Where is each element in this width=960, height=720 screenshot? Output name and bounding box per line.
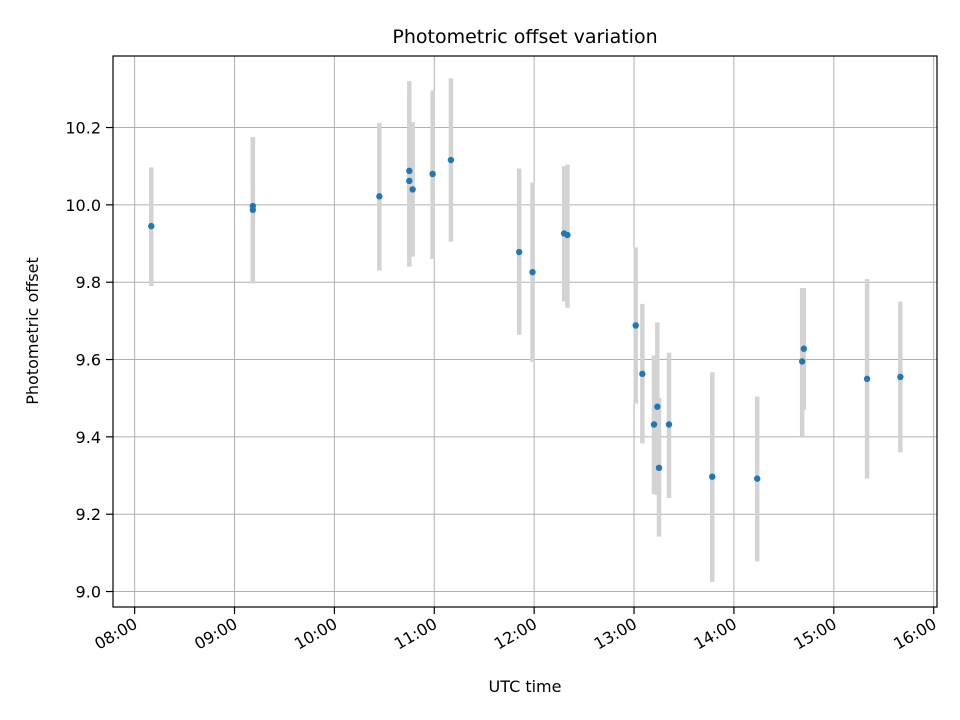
data-points	[148, 156, 904, 482]
plot-frame	[112, 55, 938, 608]
y-tick-label: 9.4	[76, 428, 101, 447]
data-point	[665, 421, 673, 428]
data-point	[655, 464, 663, 471]
grid	[113, 56, 937, 607]
y-tick-label: 9.6	[76, 351, 101, 370]
chart-title: Photometric offset variation	[392, 26, 657, 48]
data-point	[632, 322, 639, 329]
data-point	[639, 370, 646, 378]
data-point	[863, 375, 871, 383]
data-point	[376, 193, 383, 200]
data-point	[800, 345, 808, 352]
data-point	[564, 231, 571, 239]
data-point	[754, 475, 761, 482]
y-axis-label: Photometric offset	[23, 257, 42, 405]
data-point	[709, 473, 716, 480]
data-point	[406, 167, 413, 175]
data-point	[447, 156, 455, 164]
data-point	[654, 403, 661, 410]
data-point	[249, 202, 257, 210]
y-tick-label: 9.2	[76, 505, 101, 524]
y-tick-label: 10.0	[65, 196, 101, 215]
data-point	[406, 177, 413, 185]
data-point	[897, 373, 904, 381]
data-point	[529, 268, 536, 276]
x-axis-label: UTC time	[489, 677, 562, 696]
data-point	[429, 170, 436, 178]
y-tick-label: 10.2	[65, 119, 101, 138]
y-tick-label: 9.0	[76, 583, 101, 602]
data-point	[409, 186, 416, 193]
data-point	[650, 421, 658, 428]
y-axis-ticks: 9.0 9.2 9.4 9.6 9.8 10.0 10.2	[65, 119, 113, 602]
data-point	[148, 222, 155, 230]
y-tick-label: 9.8	[76, 273, 101, 292]
data-point	[798, 358, 806, 365]
data-point	[515, 248, 523, 256]
